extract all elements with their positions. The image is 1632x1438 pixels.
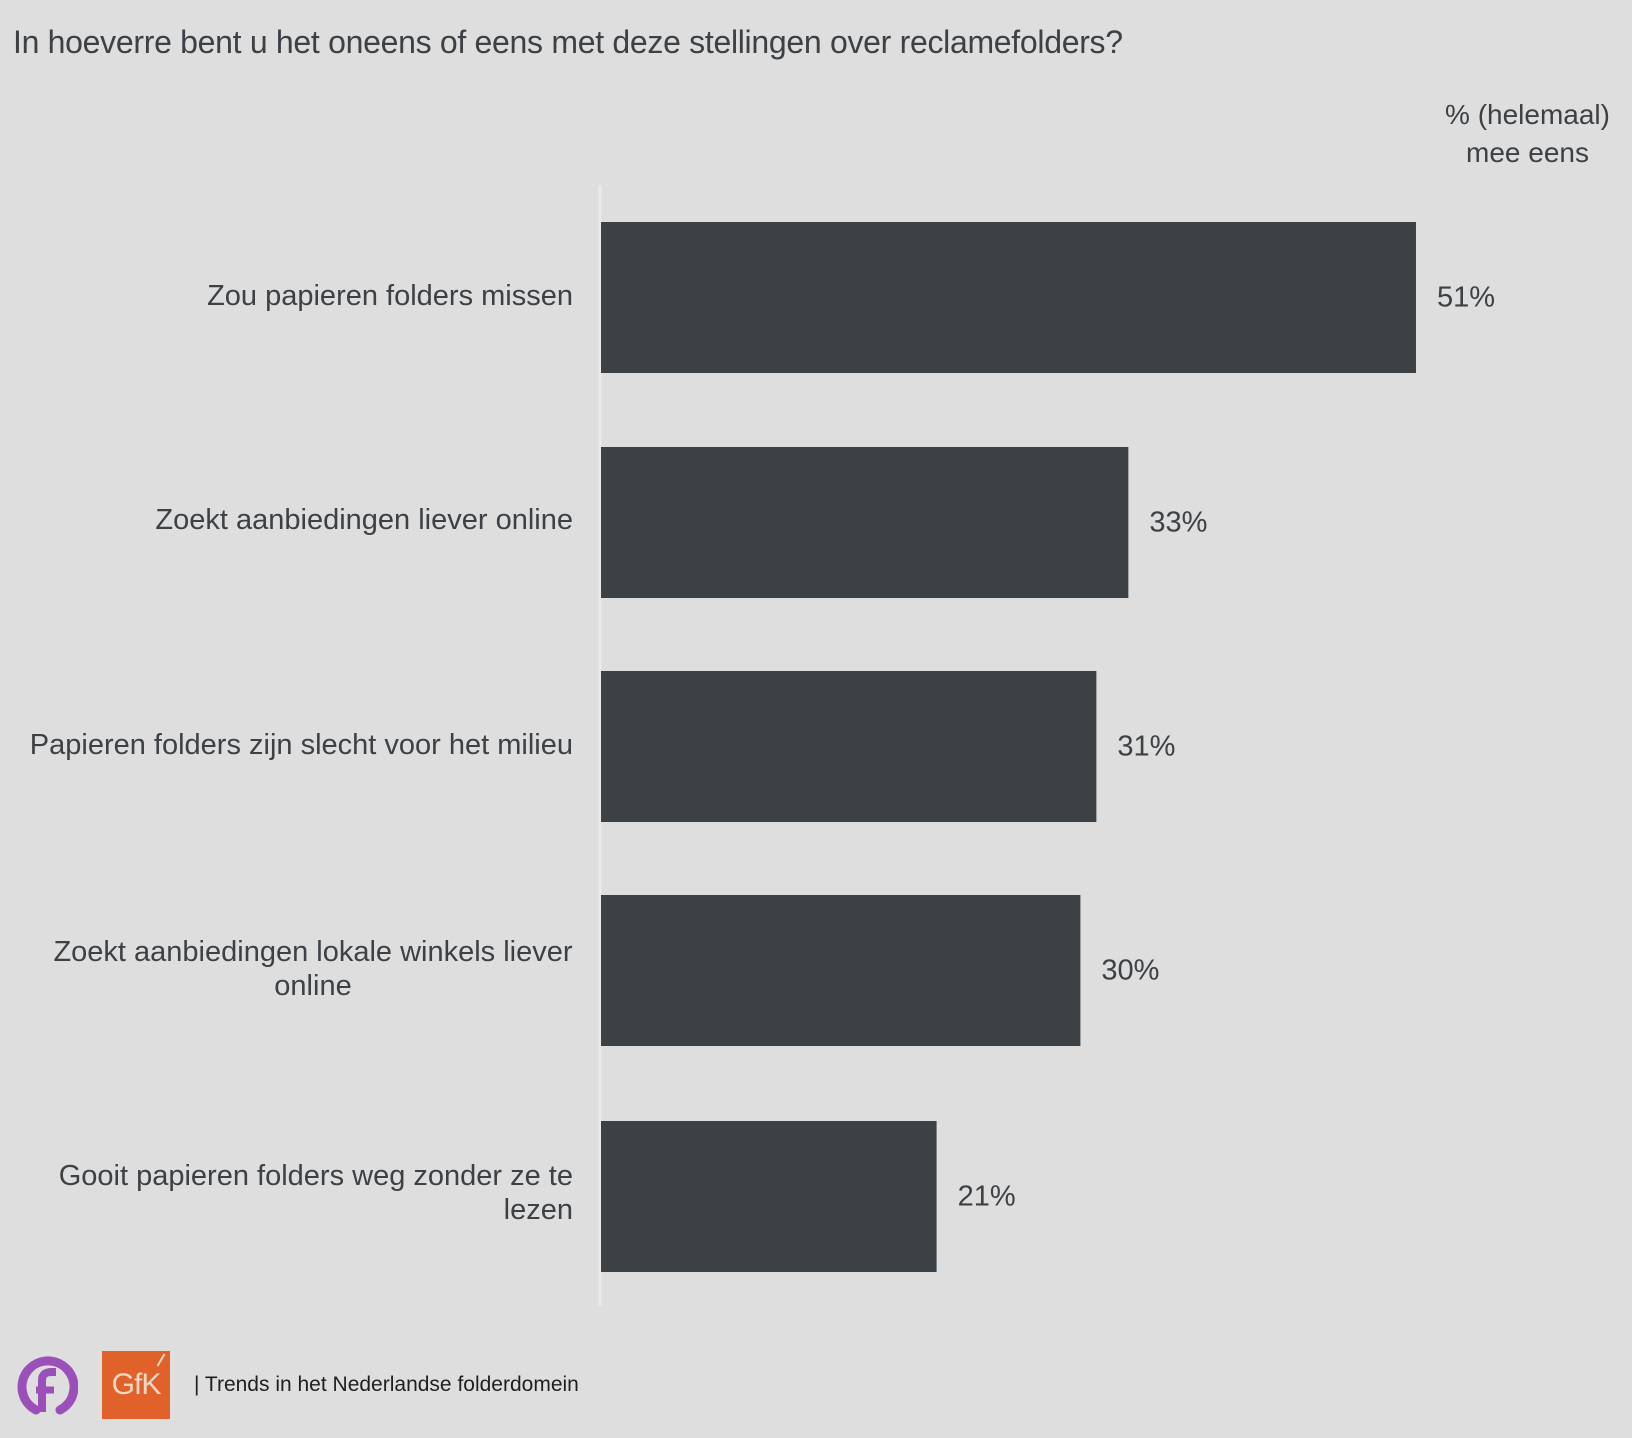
chart-title: In hoeverre bent u het oneens of eens me…: [13, 24, 1123, 60]
category-label: Zoekt aanbiedingen lokale winkels liever…: [53, 935, 573, 1003]
bar-0: [601, 222, 1416, 373]
bar-2: [601, 671, 1097, 822]
value-column-header-line2: mee eens: [1466, 137, 1589, 168]
value-column-header-line1: % (helemaal): [1445, 99, 1610, 130]
category-label: Zoekt aanbiedingen liever online: [155, 504, 573, 536]
value-label: 51%: [1436, 281, 1496, 313]
value-label: 33%: [1149, 506, 1208, 538]
category-label: Zou papieren folders missen: [207, 280, 573, 312]
category-label-line: online: [274, 970, 352, 1002]
bar-3: [601, 895, 1081, 1046]
folder-logo-icon: [17, 1356, 78, 1415]
value-label: 31%: [1117, 730, 1176, 762]
gfk-logo-accent: [156, 1353, 166, 1367]
value-label: 30%: [1101, 954, 1160, 986]
category-label-line: Zoekt aanbiedingen lokale winkels liever: [53, 936, 573, 968]
footer-caption: | Trends in het Nederlandse folderdomein: [194, 1373, 579, 1396]
value-label: 21%: [957, 1180, 1016, 1212]
bars-group: [601, 222, 1416, 1272]
bar-1: [601, 447, 1129, 598]
footer: GfK | Trends in het Nederlandse folderdo…: [16, 1350, 579, 1420]
gfk-logo-icon: GfK: [102, 1351, 170, 1419]
category-label: Papieren folders zijn slecht voor het mi…: [29, 729, 573, 761]
value-column-header: % (helemaal) mee eens: [1430, 96, 1625, 172]
bar-4: [601, 1121, 937, 1272]
gfk-logo-text: GfK: [111, 1368, 162, 1401]
category-label: Gooit papieren folders weg zonder ze te …: [58, 1160, 573, 1226]
